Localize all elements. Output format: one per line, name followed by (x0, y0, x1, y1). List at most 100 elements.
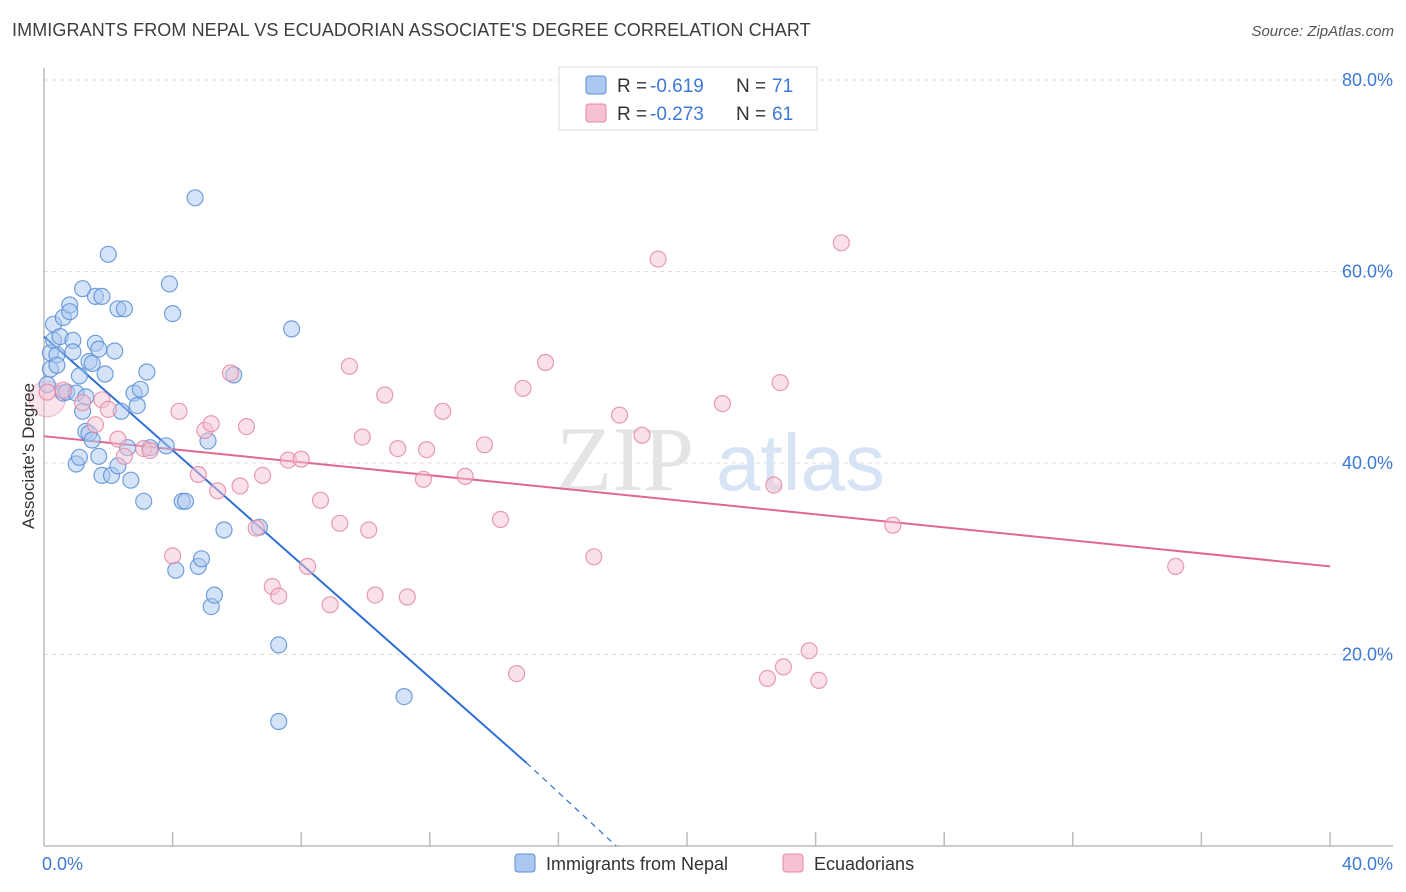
point-ecuadorian-15 (209, 482, 227, 500)
watermark-zip: ZIP (556, 408, 694, 510)
point-ecuadorian-27 (321, 596, 339, 614)
data-points (28, 189, 1185, 731)
point-nepal-32 (93, 287, 111, 305)
point-ecuadorian-42 (507, 664, 526, 683)
point-ecuadorian-20 (254, 466, 272, 484)
point-nepal-42 (122, 471, 140, 489)
point-ecuadorian-46 (610, 406, 629, 424)
point-ecuadorian-44 (536, 353, 555, 372)
point-ecuadorian-6 (109, 430, 127, 448)
legend-r-label-1: R = (617, 76, 647, 97)
stats-legend: R = -0.619 N = 71 R = -0.273 N = 61 (558, 66, 818, 131)
y-axis-label: Associate's Degree (19, 383, 38, 529)
point-nepal-29 (90, 340, 108, 358)
point-nepal-50 (160, 275, 178, 293)
series-legend-label-nepal: Immigrants from Nepal (546, 854, 728, 874)
point-ecuadorian-16 (221, 364, 240, 382)
point-nepal-40 (115, 300, 134, 318)
point-ecuadorian-58 (1167, 557, 1185, 576)
point-ecuadorian-0 (38, 383, 56, 401)
point-ecuadorian-49 (713, 395, 732, 413)
point-ecuadorian-45 (585, 548, 603, 566)
point-nepal-51 (164, 305, 182, 323)
trendline-nepal-extension (525, 762, 617, 847)
point-ecuadorian-33 (376, 386, 394, 404)
trendline-ecuadorians (43, 435, 1331, 568)
point-nepal-57 (192, 550, 211, 568)
y-tick-labels: 20.0% 40.0% 60.0% 80.0% (1342, 70, 1393, 665)
point-nepal-6 (48, 356, 66, 374)
point-ecuadorian-39 (456, 467, 474, 485)
point-ecuadorian-17 (231, 477, 249, 495)
point-ecuadorian-2 (73, 394, 92, 412)
point-ecuadorian-57 (884, 516, 902, 534)
y-tick-label-60: 60.0% (1342, 262, 1393, 282)
point-nepal-25 (83, 431, 101, 449)
point-ecuadorian-40 (475, 436, 494, 454)
series-legend-swatch-ecuador (782, 853, 804, 873)
x-axis-ticks (171, 832, 1331, 846)
point-ecuadorian-28 (331, 514, 349, 532)
point-nepal-66 (283, 320, 301, 338)
legend-n-value-1: 71 (772, 76, 793, 97)
point-nepal-55 (186, 189, 204, 207)
point-nepal-18 (70, 367, 89, 385)
point-ecuadorian-48 (649, 250, 667, 268)
point-nepal-65 (270, 712, 288, 731)
point-nepal-67 (395, 687, 413, 706)
series-legend-swatch-nepal (514, 853, 536, 873)
point-nepal-30 (90, 447, 108, 465)
point-nepal-34 (99, 245, 117, 263)
point-ecuadorian-3 (86, 416, 105, 434)
point-nepal-61 (215, 521, 233, 539)
point-nepal-19 (73, 280, 92, 298)
point-ecuadorian-31 (360, 521, 378, 539)
point-nepal-45 (131, 380, 149, 398)
point-ecuadorian-35 (398, 588, 416, 606)
y-tick-label-20: 20.0% (1342, 645, 1393, 665)
point-ecuadorian-56 (832, 234, 850, 252)
chart-title: IMMIGRANTS FROM NEPAL VS ECUADORIAN ASSO… (12, 20, 811, 40)
point-nepal-14 (64, 343, 82, 361)
point-ecuadorian-25 (299, 557, 317, 576)
point-nepal-64 (270, 636, 288, 654)
legend-r-value-2: -0.273 (650, 104, 704, 125)
trendline-nepal (43, 335, 527, 764)
point-nepal-52 (167, 561, 185, 579)
point-ecuadorian-26 (311, 491, 330, 509)
point-ecuadorian-14 (202, 415, 220, 433)
point-ecuadorian-18 (237, 418, 256, 436)
point-nepal-47 (138, 363, 156, 381)
series-legend: Immigrants from Nepal Ecuadorians (514, 853, 914, 874)
point-ecuadorian-19 (247, 519, 265, 537)
point-ecuadorian-36 (414, 470, 432, 488)
point-ecuadorian-22 (270, 587, 288, 605)
point-ecuadorian-34 (389, 440, 407, 458)
point-nepal-36 (106, 342, 124, 360)
x-tick-label-max: 40.0% (1342, 854, 1393, 874)
legend-r-label-2: R = (617, 104, 647, 125)
point-ecuadorian-54 (800, 642, 818, 660)
legend-swatch-ecuador (585, 103, 607, 123)
y-tick-label-40: 40.0% (1342, 453, 1393, 473)
point-ecuadorian-37 (418, 441, 436, 459)
legend-n-value-2: 61 (772, 104, 793, 125)
point-nepal-60 (205, 586, 223, 604)
point-nepal-44 (128, 397, 146, 415)
point-nepal-46 (135, 492, 153, 510)
point-ecuadorian-1 (54, 381, 72, 399)
series-legend-label-ecuador: Ecuadorians (814, 854, 914, 874)
point-ecuadorian-32 (366, 586, 384, 604)
point-nepal-33 (96, 365, 114, 383)
point-ecuadorian-53 (774, 658, 793, 676)
point-ecuadorian-47 (633, 426, 651, 444)
point-nepal-54 (176, 492, 195, 510)
y-tick-label-80: 80.0% (1342, 70, 1393, 90)
point-ecuadorian-50 (758, 669, 777, 688)
legend-swatch-nepal (585, 75, 607, 95)
point-nepal-12 (61, 303, 79, 321)
x-tick-label-min: 0.0% (42, 854, 83, 874)
point-ecuadorian-10 (164, 547, 182, 565)
point-ecuadorian-12 (189, 465, 207, 484)
